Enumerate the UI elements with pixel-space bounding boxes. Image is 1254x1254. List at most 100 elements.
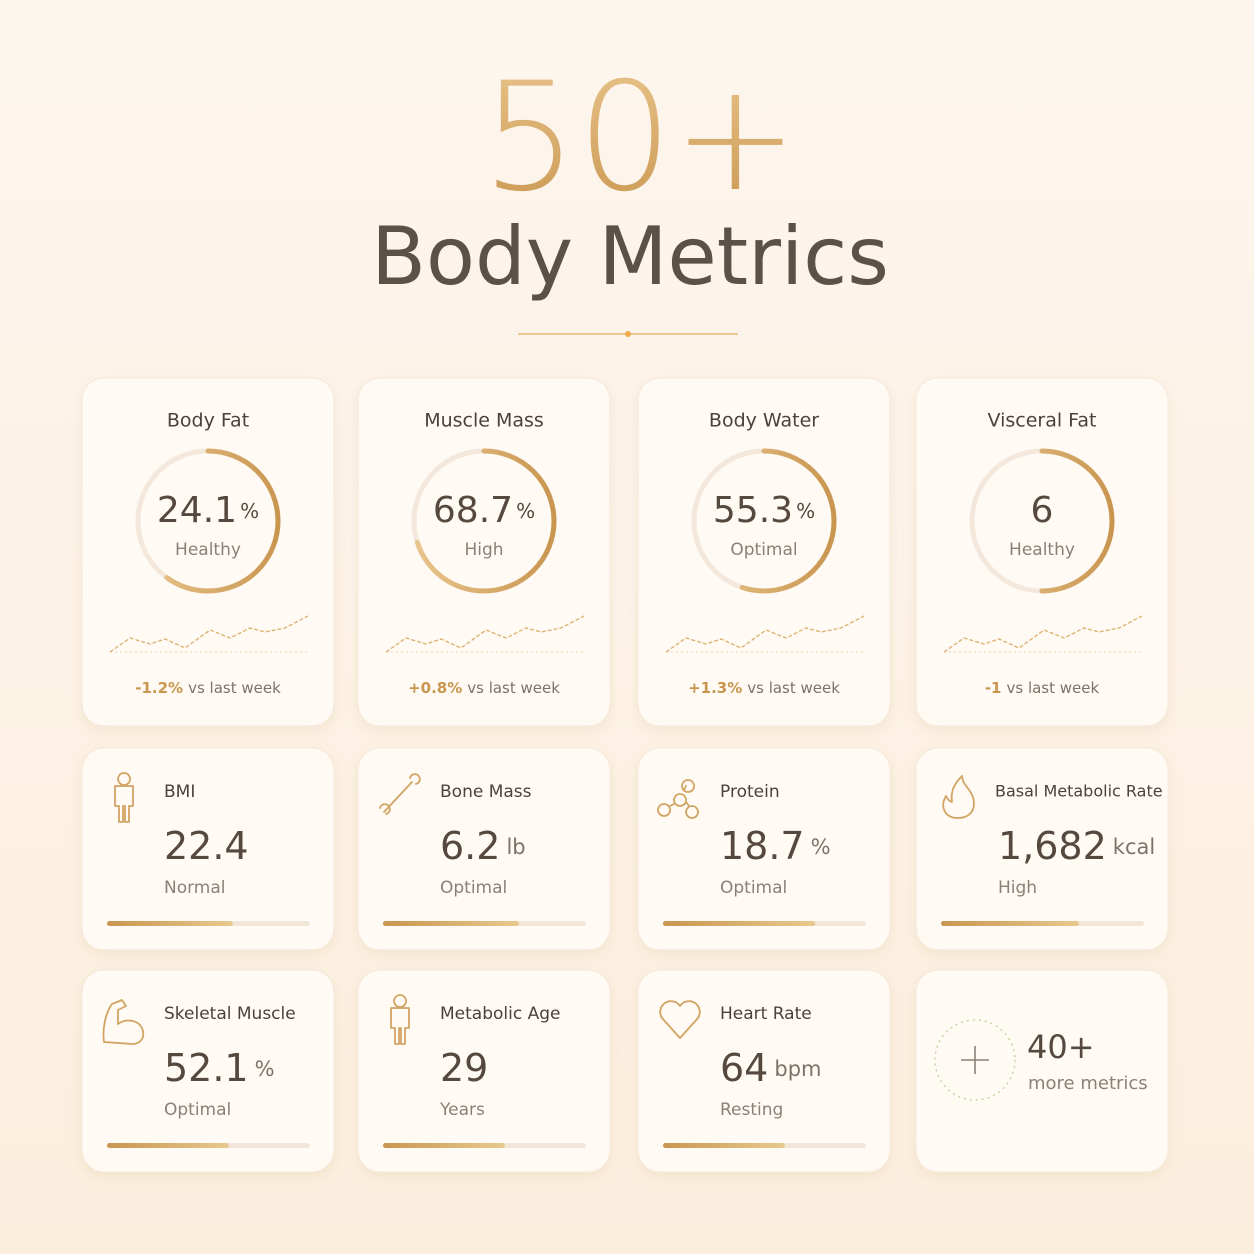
icon-heart xyxy=(659,1000,701,1039)
more-count: 40+ xyxy=(1027,1028,1095,1066)
metric-status: Resting xyxy=(720,1100,783,1120)
sparkline xyxy=(943,615,1143,653)
summary-card: Body Fat 24.1 % Healthy -1.2% vs last week xyxy=(109,410,310,697)
metric-card: Protein 18.7 % Optimal xyxy=(657,779,866,926)
metric-value-line: 6.2 lb xyxy=(440,824,526,868)
metric-status: Normal xyxy=(164,878,226,898)
change-text: vs last week xyxy=(1006,679,1099,697)
card xyxy=(81,747,335,951)
progress-bar xyxy=(383,1143,505,1148)
card-title: Protein xyxy=(720,782,780,802)
progress-bar xyxy=(663,1143,785,1148)
change-line: +0.8% vs last week xyxy=(408,679,560,697)
icon-molecule xyxy=(657,779,699,819)
metric-value-line: 22.4 xyxy=(164,824,249,868)
metric-unit: lb xyxy=(506,835,525,859)
progress-bar xyxy=(663,921,816,926)
metric-unit: bpm xyxy=(774,1057,821,1081)
icon-bone xyxy=(379,773,421,815)
ring-progress xyxy=(691,448,837,594)
metric-value-line: 29 xyxy=(440,1046,488,1090)
change-line: +1.3% vs last week xyxy=(688,679,840,697)
change-line: -1.2% vs last week xyxy=(135,679,281,697)
change-line: -1 vs last week xyxy=(985,679,1100,697)
card-title: Visceral Fat xyxy=(988,410,1097,432)
sparkline xyxy=(109,615,309,653)
metric-value-line: 52.1% xyxy=(164,1046,275,1090)
metric-value: 22.4 xyxy=(164,824,249,868)
card xyxy=(915,377,1169,727)
metric-value-line: 6 xyxy=(1031,490,1054,531)
card xyxy=(357,969,611,1173)
metric-card: Bone Mass 6.2 lb Optimal xyxy=(379,773,586,926)
metric-card: BMI 22.4 Normal xyxy=(107,772,310,926)
progress-bar xyxy=(383,921,520,926)
card xyxy=(357,377,611,727)
card xyxy=(81,969,335,1173)
metric-value: 6.2 xyxy=(440,824,500,868)
metric-status: Optimal xyxy=(164,1100,231,1120)
ring-progress xyxy=(135,448,281,594)
metric-value: 55.3 xyxy=(713,490,793,531)
change-text: vs last week xyxy=(467,679,560,697)
change-text: vs last week xyxy=(747,679,840,697)
header-title: Body Metrics xyxy=(371,210,889,303)
metric-value: 6 xyxy=(1031,490,1054,531)
card xyxy=(81,377,335,727)
more-label: more metrics xyxy=(1028,1073,1148,1094)
progress-bar xyxy=(107,921,233,926)
metric-status: Optimal xyxy=(440,878,507,898)
metric-unit: % xyxy=(811,835,831,859)
metric-value-line: 1,682 kcal xyxy=(998,824,1155,868)
card xyxy=(637,377,891,727)
metric-status: Years xyxy=(439,1100,485,1120)
card-title: BMI xyxy=(164,782,195,802)
icon-person xyxy=(114,772,134,823)
summary-card: Visceral Fat 6 Healthy -1 vs last week xyxy=(943,410,1144,697)
metric-unit: % xyxy=(240,499,259,523)
metric-card: Skeletal Muscle 52.1 % Optimal xyxy=(102,999,310,1148)
card-title: Basal Metabolic Rate xyxy=(995,782,1163,801)
card xyxy=(637,747,891,951)
card-title: Muscle Mass xyxy=(424,410,544,432)
summary-card: Body Water 55.3 % Optimal +1.3% vs last week xyxy=(665,410,866,697)
metric-unit: kcal xyxy=(1113,835,1155,859)
change-value: +0.8% xyxy=(408,679,462,697)
card-title: Bone Mass xyxy=(440,782,532,802)
ring-progress xyxy=(969,448,1115,594)
metric-value-line: 18.7% xyxy=(720,824,831,868)
metric-value: 24.1 xyxy=(157,490,237,531)
card-title: Skeletal Muscle xyxy=(164,1004,296,1024)
summary-card: Muscle Mass 68.7 % High +0.8% vs last week xyxy=(385,410,586,697)
icon-flame xyxy=(942,775,975,819)
metric-value-line: 64 bpm xyxy=(720,1046,821,1090)
metric-status: Healthy xyxy=(175,540,241,560)
metric-status: High xyxy=(998,878,1037,898)
card-title: Metabolic Age xyxy=(440,1004,560,1024)
card xyxy=(637,969,891,1173)
metric-value: 64 xyxy=(720,1046,768,1090)
card xyxy=(915,969,1169,1173)
metric-card: Metabolic Age 29 Years xyxy=(383,994,586,1148)
card-title: Body Water xyxy=(709,410,819,432)
header-number: 50+ xyxy=(482,51,799,225)
card-title: Body Fat xyxy=(167,410,249,432)
metric-status: Healthy xyxy=(1009,540,1075,560)
plus-icon xyxy=(961,1046,989,1074)
metric-status: Optimal xyxy=(720,878,787,898)
progress-bar xyxy=(941,921,1080,926)
change-value: +1.3% xyxy=(688,679,742,697)
metric-value: 52.1 xyxy=(164,1046,249,1090)
metric-value: 29 xyxy=(440,1046,488,1090)
metric-value-line: 68.7% xyxy=(433,490,535,531)
metric-card: Heart Rate 64 bpm Resting xyxy=(659,1000,866,1148)
change-value: -1 xyxy=(985,679,1002,697)
card-title: Heart Rate xyxy=(720,1004,812,1024)
metric-value: 18.7 xyxy=(720,824,805,868)
metric-value-line: 24.1% xyxy=(157,490,259,531)
card xyxy=(915,747,1169,951)
metric-unit: % xyxy=(516,499,535,523)
ring-progress xyxy=(411,448,557,594)
